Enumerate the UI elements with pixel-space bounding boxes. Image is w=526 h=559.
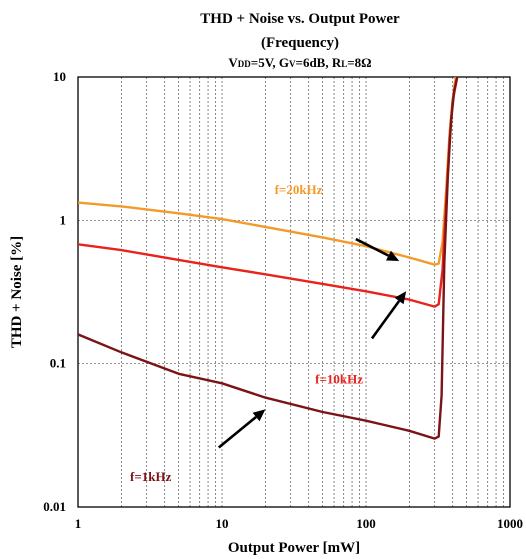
ticks: 1 10 100 1000 0.01 0.1 1 10 <box>43 69 523 531</box>
chart-conditions: VDD=5V, GV=6dB, RL=8Ω <box>228 55 371 70</box>
y-tick-label: 1 <box>60 212 67 227</box>
label-f-1khz: f=1kHz <box>130 469 172 484</box>
vdd-main: V <box>228 55 238 70</box>
rl-value: =8Ω <box>347 55 371 70</box>
series-line-f-1khz <box>78 77 459 440</box>
gv-sub: V <box>289 59 296 69</box>
x-tick-label: 10 <box>216 516 229 531</box>
plot-frame <box>77 76 511 508</box>
series-line-f-10khz <box>78 77 459 308</box>
y-axis-label: THD + Noise [%] <box>9 236 25 348</box>
gv-value: =6dB, <box>296 55 332 70</box>
label-f-10khz: f=10kHz <box>315 371 363 386</box>
arrow-shaft <box>370 300 401 340</box>
arrow-shaft <box>217 415 257 449</box>
x-tick-label: 1 <box>75 516 82 531</box>
arrow-head <box>385 250 400 262</box>
x-axis-label: Output Power [mW] <box>228 540 360 556</box>
y-tick-label: 10 <box>53 69 66 84</box>
y-tick-label: 0.1 <box>50 356 66 371</box>
x-tick-label: 100 <box>356 516 376 531</box>
grid <box>78 77 510 507</box>
vdd-value: =5V, <box>251 55 279 70</box>
series-line-f-20khz <box>78 77 457 266</box>
y-tick-label: 0.01 <box>43 499 66 514</box>
arrow-head <box>252 409 266 422</box>
annotations: f=20kHz f=10kHz f=1kHz <box>130 182 407 484</box>
rl-main: R <box>332 55 342 70</box>
chart-subtitle: (Frequency) <box>261 35 339 51</box>
arrow-shaft <box>355 237 390 257</box>
label-f-20khz: f=20kHz <box>275 182 323 197</box>
rl-sub: L <box>341 59 347 69</box>
arrow-head <box>394 291 407 305</box>
vdd-sub: DD <box>238 59 251 69</box>
gv-main: G <box>279 55 289 70</box>
series-lines <box>78 77 459 440</box>
x-tick-label: 1000 <box>497 516 523 531</box>
chart-title: THD + Noise vs. Output Power <box>200 11 400 27</box>
